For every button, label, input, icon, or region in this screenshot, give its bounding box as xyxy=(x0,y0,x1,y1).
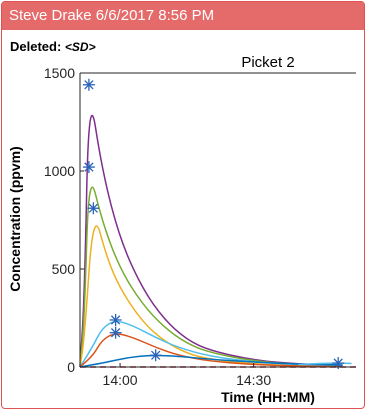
deleted-value: <SD> xyxy=(64,40,96,54)
chart-title: Picket 2 xyxy=(241,54,294,71)
series-line-1 xyxy=(79,114,343,368)
y-tick-label: 0 xyxy=(67,359,75,375)
peak-marker-4 xyxy=(109,313,122,326)
plot-area xyxy=(80,73,356,367)
y-tick-label: 1000 xyxy=(44,163,75,179)
y-axis-label: Concentration (ppvm) xyxy=(7,146,23,291)
deleted-label: Deleted: xyxy=(10,39,62,54)
series-line-5 xyxy=(79,333,343,368)
comment-header: Steve Drake 6/6/2017 8:56 PM xyxy=(2,2,364,30)
series-line-3 xyxy=(79,225,343,368)
y-ticks: 0 500 1000 1500 xyxy=(44,65,84,375)
x-ticks: 14:00 14:30 xyxy=(103,363,271,388)
marker-layer xyxy=(82,78,345,370)
peak-marker-5 xyxy=(109,326,122,339)
peak-marker-1 xyxy=(82,78,95,91)
peak-marker-3 xyxy=(87,202,100,215)
peak-marker-6 xyxy=(149,349,162,362)
x-tick-label: 14:30 xyxy=(236,372,271,388)
x-axis-label: Time (HH:MM) xyxy=(221,389,315,405)
series-line-2 xyxy=(79,186,343,368)
x-tick-label: 14:00 xyxy=(103,372,138,388)
y-tick-label: 500 xyxy=(52,261,76,277)
peak-marker-2 xyxy=(82,161,95,174)
deleted-text: Deleted: <SD> xyxy=(10,39,96,54)
y-tick-label: 1500 xyxy=(44,65,75,81)
